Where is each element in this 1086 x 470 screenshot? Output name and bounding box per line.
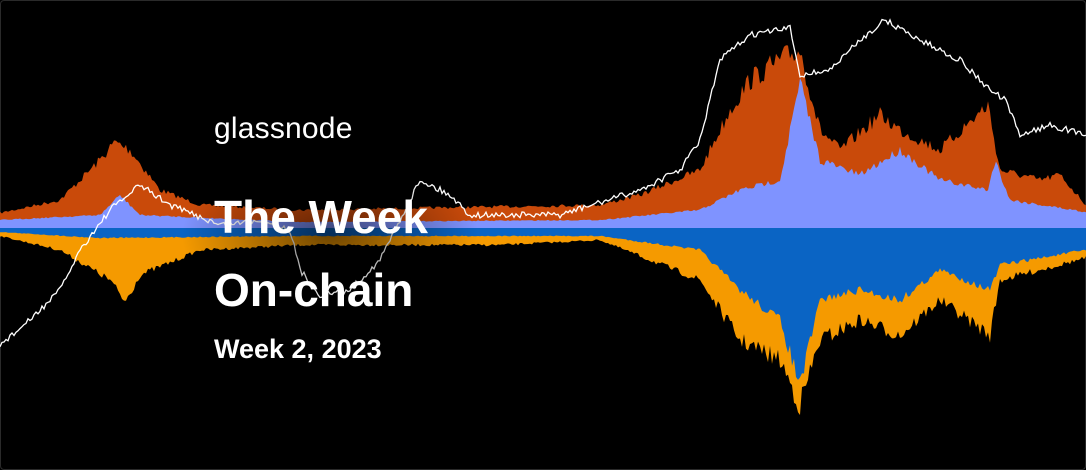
- subtitle: Week 2, 2023: [214, 334, 382, 364]
- glassnode-logo: glassnode: [214, 112, 353, 145]
- text-backdrop: [180, 160, 480, 310]
- title-line-2: On-chain: [214, 264, 414, 316]
- title-line-1: The Week: [214, 191, 428, 243]
- upper-blue-area: [0, 78, 1086, 228]
- lower-blue-area: [0, 228, 1086, 380]
